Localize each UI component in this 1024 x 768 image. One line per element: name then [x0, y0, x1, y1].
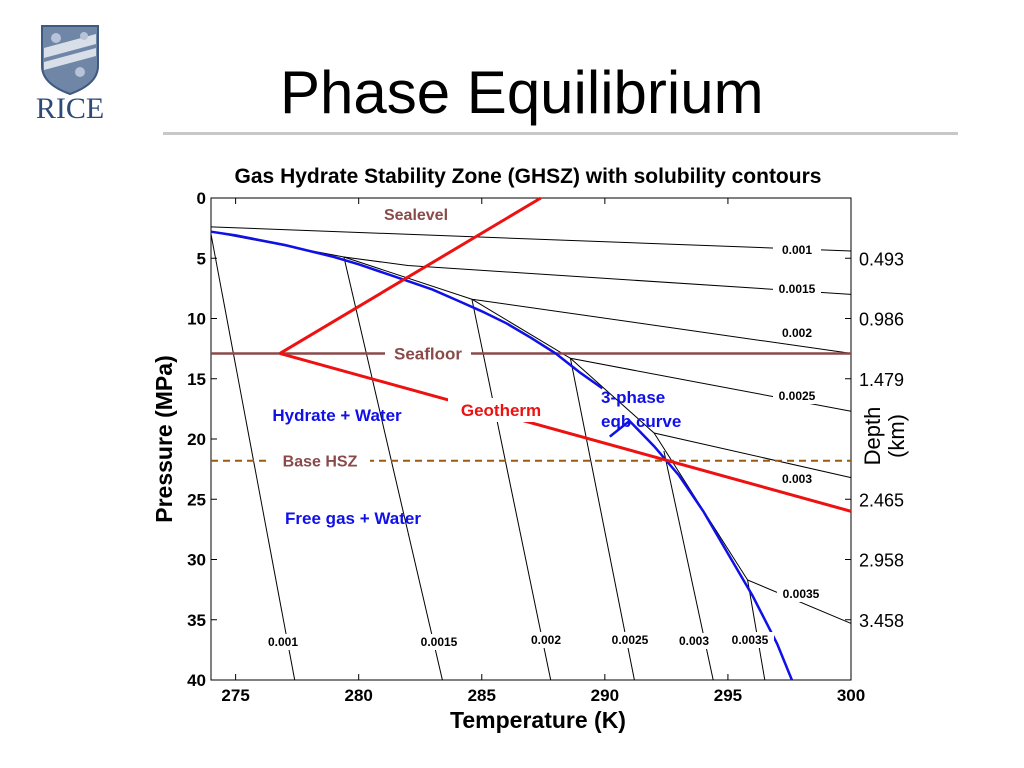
pressure-contour-line	[210, 226, 852, 252]
geotherm-label: Geotherm	[461, 401, 541, 420]
axes-layer: 275 280 285 290 295 300 0 5 10 15 20 25 30 35 40 0.493 0…	[187, 189, 904, 705]
y-tick-label: 35	[187, 611, 206, 630]
logo-text: RICE	[36, 92, 104, 125]
temperature-contour-line	[210, 234, 296, 681]
sealevel-label: Sealevel	[384, 207, 448, 224]
temperature-contour-label: 0.001	[268, 635, 298, 649]
geotherm-label-bg	[448, 398, 554, 422]
y-tick-label: 40	[187, 671, 206, 690]
title-divider	[163, 132, 958, 135]
temperature-contour-label: 0.0025	[612, 633, 649, 647]
contour-label-bg	[670, 633, 718, 649]
depth-tick-label: 3.458	[859, 611, 904, 631]
labels-layer: 0.001 0.0015 0.002 0.0025 0.003 0.0035 0.001 0.…	[259, 207, 825, 650]
x-tick-label: 300	[837, 686, 865, 705]
contour-label-bg	[773, 389, 821, 404]
chart-title: Gas Hydrate Stability Zone (GHSZ) with s…	[235, 165, 822, 188]
pressure-contour-label: 0.002	[782, 326, 812, 340]
contour-label-bg	[726, 632, 774, 648]
contour-label-bg	[777, 587, 825, 602]
y-axis-label: Pressure (MPa)	[151, 355, 177, 522]
plot-area	[210, 197, 852, 681]
contour-label-bg	[606, 632, 654, 648]
slide-title: Phase Equilibrium	[280, 59, 764, 126]
contour-label-bg	[773, 282, 821, 297]
temperature-contour-label: 0.002	[531, 633, 561, 647]
depth-tick-label: 0.493	[859, 249, 904, 269]
rice-shield-icon	[41, 25, 99, 96]
free-gas-water-label: Free gas + Water	[285, 509, 421, 528]
contour-label-bg	[415, 634, 463, 650]
depth-axis-label-line2: (km)	[884, 414, 909, 458]
x-tick-label: 275	[221, 686, 249, 705]
y-tick-label: 20	[187, 430, 206, 449]
y-tick-label: 25	[187, 490, 206, 509]
depth-tick-label: 0.986	[859, 310, 904, 330]
temperature-contour-line	[747, 579, 766, 681]
seafloor-label-bg	[385, 341, 471, 364]
contour-label-bg	[773, 243, 821, 258]
pressure-contour-label: 0.0025	[779, 389, 816, 403]
rice-logo: RICE	[36, 25, 104, 125]
x-tick-label: 290	[591, 686, 619, 705]
base-hsz-label-bg	[270, 448, 370, 471]
curves-layer	[210, 196, 852, 681]
three-phase-label-line2: eqb curve	[601, 412, 681, 431]
hydrate-water-label: Hydrate + Water	[272, 406, 402, 425]
pressure-contour-label: 0.0035	[783, 587, 820, 601]
temperature-contour-label: 0.0015	[421, 635, 458, 649]
pressure-contour-label: 0.001	[782, 243, 812, 257]
x-axis-label: Temperature (K)	[450, 707, 626, 733]
y-tick-label: 15	[187, 370, 206, 389]
x-tick-label: 280	[345, 686, 373, 705]
contour-label-bg	[773, 472, 821, 487]
three-phase-curve-lower	[609, 419, 794, 681]
seafloor-label: Seafloor	[394, 344, 462, 363]
y-tick-label: 30	[187, 551, 206, 570]
base-hsz-label: Base HSZ	[283, 454, 358, 471]
y-tick-label: 10	[187, 310, 206, 329]
three-phase-curve	[210, 230, 604, 390]
contour-label-bg	[773, 326, 821, 341]
contours-layer	[210, 226, 852, 681]
depth-axis-label: Depth (km)	[860, 407, 909, 466]
temperature-contour-line	[343, 256, 443, 681]
three-phase-label-line1: 3-phase	[601, 388, 665, 407]
contour-label-bg	[522, 632, 570, 648]
y-tick-label: 0	[197, 189, 206, 208]
geotherm-upper-line	[279, 196, 542, 355]
temperature-contour-label: 0.003	[679, 634, 709, 648]
temperature-contour-label: 0.0035	[732, 633, 769, 647]
depth-tick-label: 2.958	[859, 551, 904, 571]
contour-label-bg	[259, 634, 307, 650]
geotherm-lower-line	[279, 351, 852, 513]
depth-tick-label: 1.479	[859, 370, 904, 390]
pressure-contour-label: 0.003	[782, 472, 812, 486]
depth-tick-label: 2.465	[859, 490, 904, 510]
pressure-contour-label: 0.0015	[779, 282, 816, 296]
x-tick-label: 295	[714, 686, 742, 705]
x-tick-label: 285	[468, 686, 496, 705]
temperature-contour-line	[569, 358, 635, 681]
y-tick-label: 5	[197, 249, 206, 268]
depth-axis-label-line1: Depth	[860, 407, 885, 466]
temperature-contour-line	[471, 299, 552, 681]
